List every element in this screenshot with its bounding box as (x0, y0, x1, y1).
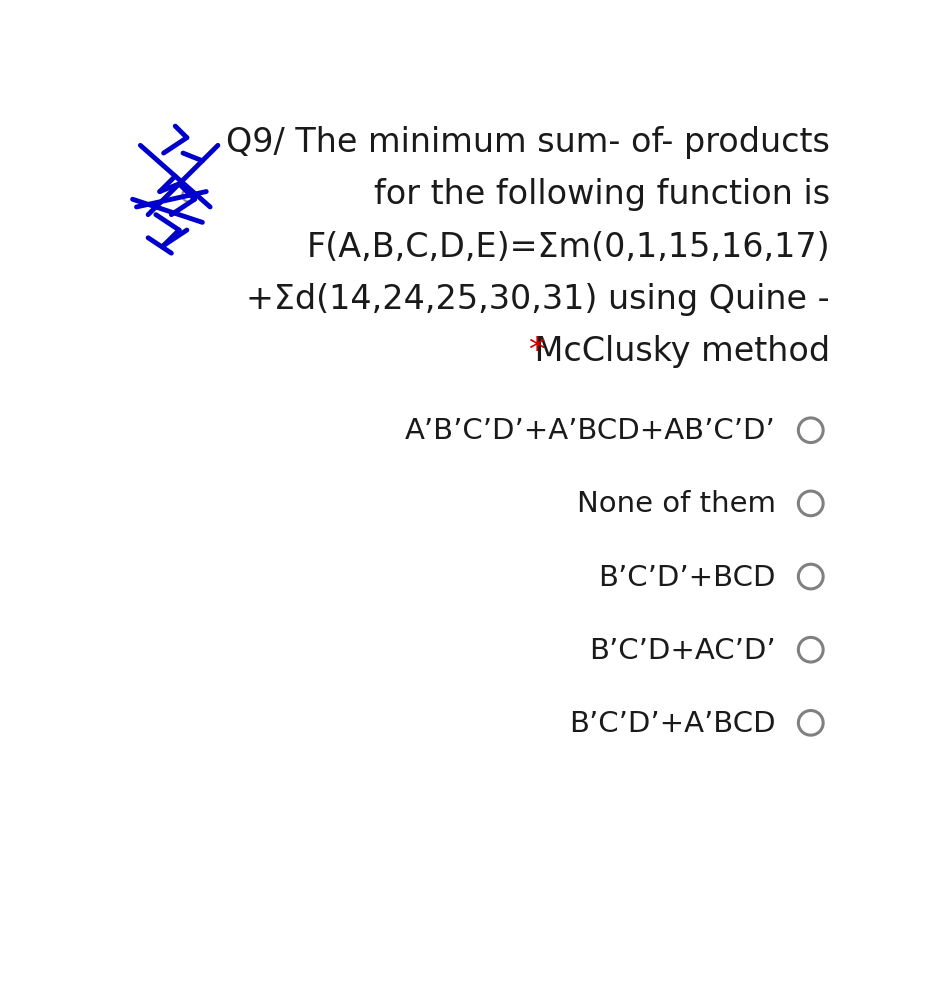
Text: B’C’D’+BCD: B’C’D’+BCD (598, 563, 775, 591)
Text: for the following function is: for the following function is (373, 178, 829, 211)
Text: B’C’D’+A’BCD: B’C’D’+A’BCD (569, 709, 775, 738)
Text: +Σd(14,24,25,30,31) using Quine -: +Σd(14,24,25,30,31) using Quine - (246, 283, 829, 316)
Text: None of them: None of them (577, 490, 775, 518)
Text: F(A,B,C,D,E)=Σm(0,1,15,16,17): F(A,B,C,D,E)=Σm(0,1,15,16,17) (306, 231, 829, 263)
Text: B’C’D+AC’D’: B’C’D+AC’D’ (589, 636, 775, 664)
Text: *: * (527, 335, 544, 368)
Text: Q9/ The minimum sum- of- products: Q9/ The minimum sum- of- products (226, 126, 829, 159)
Text: McClusky method: McClusky method (523, 335, 829, 368)
Text: A’B’C’D’+A’BCD+AB’C’D’: A’B’C’D’+A’BCD+AB’C’D’ (404, 416, 775, 444)
